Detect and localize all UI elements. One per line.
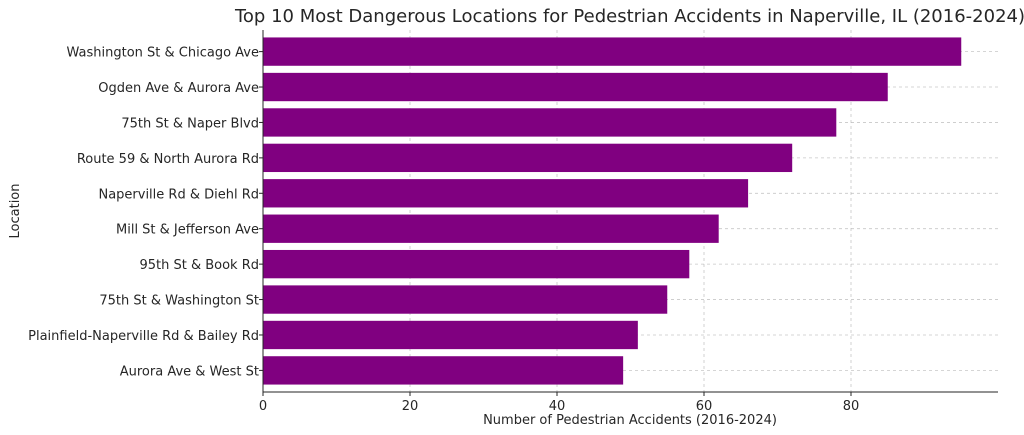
y-axis-ticks: Washington St & Chicago Ave Ogden Ave & A… [28, 46, 263, 380]
y-tick-label: Washington St & Chicago Ave [67, 46, 259, 61]
bar [263, 321, 638, 349]
bar [263, 73, 888, 101]
y-tick-label: Aurora Ave & West St [120, 364, 259, 379]
x-axis-label: Number of Pedestrian Accidents (2016-202… [483, 413, 777, 428]
bar [263, 144, 792, 172]
chart-title: Top 10 Most Dangerous Locations for Pede… [234, 6, 1024, 27]
x-tick-label: 60 [696, 399, 713, 414]
y-tick-label: Ogden Ave & Aurora Ave [98, 81, 259, 96]
y-tick-label: Route 59 & North Aurora Rd [77, 152, 259, 167]
x-tick-label: 20 [402, 399, 419, 414]
y-tick-label: Naperville Rd & Diehl Rd [98, 187, 259, 202]
x-tick-label: 40 [549, 399, 566, 414]
bar [263, 179, 748, 207]
x-tick-label: 80 [843, 399, 860, 414]
bar [263, 250, 689, 278]
bar [263, 285, 667, 313]
y-tick-label: Mill St & Jefferson Ave [116, 223, 259, 238]
y-tick-label: 95th St & Book Rd [139, 258, 259, 273]
bar [263, 37, 961, 65]
y-tick-label: 75th St & Washington St [99, 294, 259, 309]
x-axis-ticks: 0 20 40 60 80 [259, 392, 859, 414]
bar [263, 108, 836, 136]
y-tick-label: Plainfield-Naperville Rd & Bailey Rd [28, 329, 259, 344]
x-tick-label: 0 [259, 399, 267, 414]
bar [263, 215, 719, 243]
bars-layer [263, 37, 961, 384]
y-tick-label: 75th St & Naper Blvd [121, 116, 259, 131]
bar [263, 356, 623, 384]
y-axis-label: Location [8, 184, 23, 239]
